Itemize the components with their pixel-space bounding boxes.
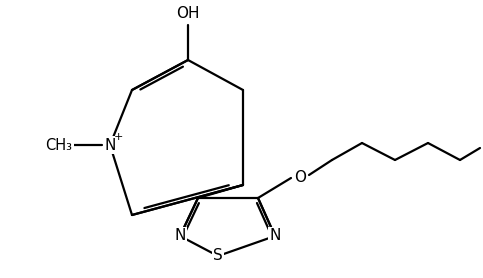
Text: CH₃: CH₃ — [45, 138, 72, 153]
Text: O: O — [294, 170, 306, 185]
Text: S: S — [213, 249, 223, 264]
Text: N: N — [174, 229, 185, 244]
Text: N: N — [270, 229, 281, 244]
Text: +: + — [114, 132, 123, 142]
Text: OH: OH — [176, 6, 200, 21]
Text: N: N — [104, 138, 116, 153]
